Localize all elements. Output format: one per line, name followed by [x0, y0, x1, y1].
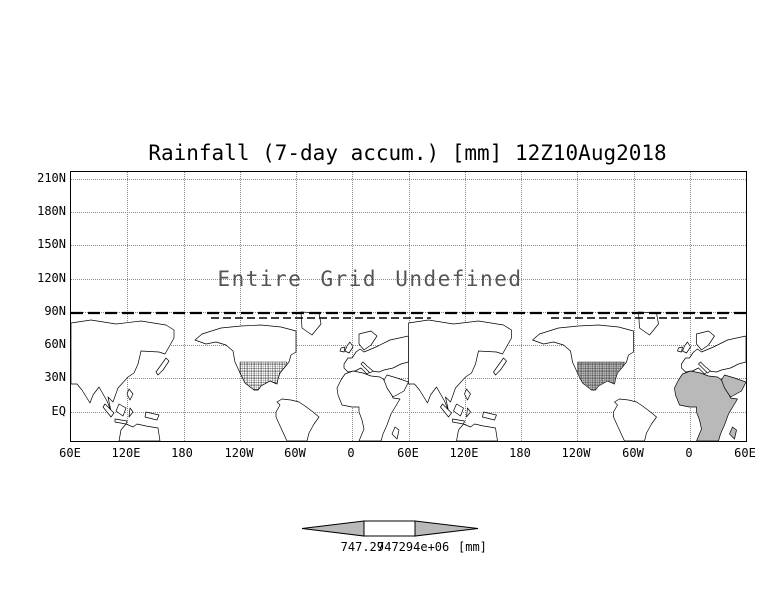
gridline-v	[409, 172, 410, 441]
plot-area	[70, 171, 747, 442]
x-axis-label: 60W	[622, 446, 644, 460]
gridline-v	[296, 172, 297, 441]
gridline-v	[240, 172, 241, 441]
gridline-v	[521, 172, 522, 441]
colorbar-min-label: 747.29	[340, 540, 384, 554]
gridline-h	[71, 245, 746, 246]
x-axis-label: 60E	[397, 446, 419, 460]
y-axis-label: 180N	[37, 204, 66, 218]
gridline-v	[127, 172, 128, 441]
undefined-grid-message: Entire Grid Undefined	[217, 267, 523, 291]
x-axis-label: 120W	[224, 446, 254, 460]
plot-title: Rainfall (7-day accum.) [mm] 12Z10Aug201…	[148, 141, 667, 165]
x-axis-label: 180	[171, 446, 193, 460]
y-axis-label: 30N	[44, 370, 66, 384]
x-axis-label: 0	[685, 446, 693, 460]
gridline-h	[71, 312, 746, 313]
gridline-v	[184, 172, 185, 441]
y-axis-label: 150N	[37, 237, 66, 251]
x-axis-label: 0	[347, 446, 355, 460]
gridline-v	[577, 172, 578, 441]
x-axis-label: 180	[509, 446, 531, 460]
gridline-v	[465, 172, 466, 441]
colorbar-max-label: 747294e+06	[377, 540, 450, 554]
gridline-h	[71, 212, 746, 213]
x-axis-label: 60E	[59, 446, 81, 460]
y-axis-label: 90N	[44, 304, 66, 318]
gridline-h	[71, 279, 746, 280]
x-axis-label: 120E	[111, 446, 141, 460]
colorbar	[301, 520, 479, 537]
gridline-v	[352, 172, 353, 441]
y-axis-label: EQ	[51, 404, 66, 418]
colorbar-left-arrow-icon	[301, 520, 365, 537]
colorbar-right-arrow-icon	[414, 520, 479, 537]
gridline-h	[71, 412, 746, 413]
y-axis-label: 60N	[44, 337, 66, 351]
y-axis-label: 120N	[37, 271, 66, 285]
x-axis-label: 120E	[449, 446, 479, 460]
x-axis-label: 120W	[561, 446, 591, 460]
gridline-v	[634, 172, 635, 441]
gridline-v	[690, 172, 691, 441]
world-map	[71, 300, 746, 441]
y-axis-label: 210N	[37, 171, 66, 185]
x-axis-label: 60E	[734, 446, 756, 460]
gridline-h	[71, 179, 746, 180]
colorbar-segment	[363, 520, 416, 537]
map-block-2	[409, 312, 746, 441]
colorbar-units-label: [mm]	[458, 540, 487, 554]
x-axis-label: 60W	[284, 446, 306, 460]
map-block-1	[71, 312, 409, 441]
